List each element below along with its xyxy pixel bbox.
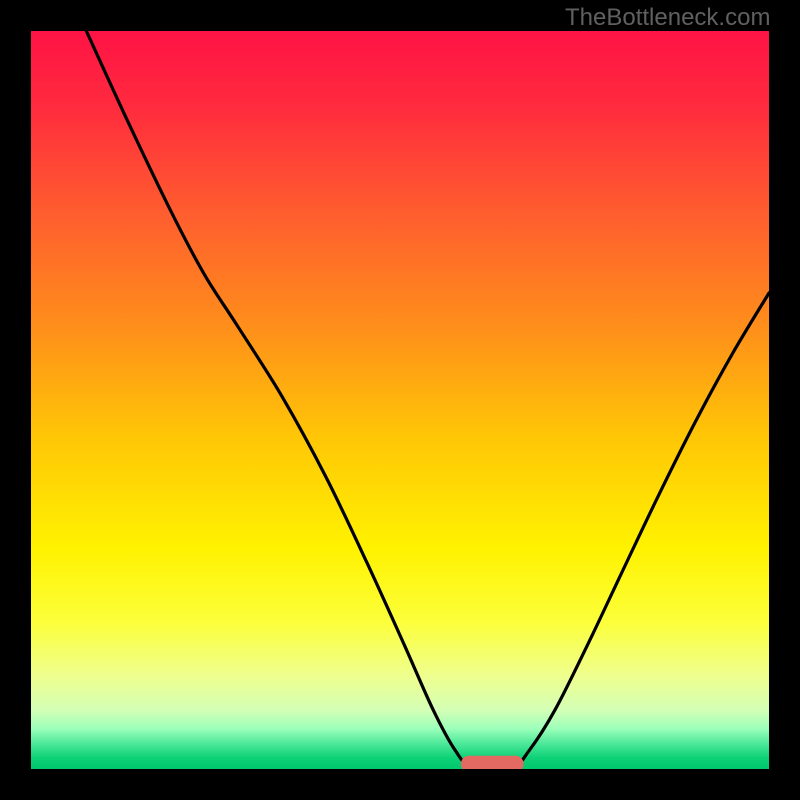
bottleneck-marker (461, 756, 524, 769)
watermark-text: TheBottleneck.com (565, 4, 770, 32)
bottleneck-chart (31, 31, 769, 769)
gradient-background (31, 31, 769, 769)
